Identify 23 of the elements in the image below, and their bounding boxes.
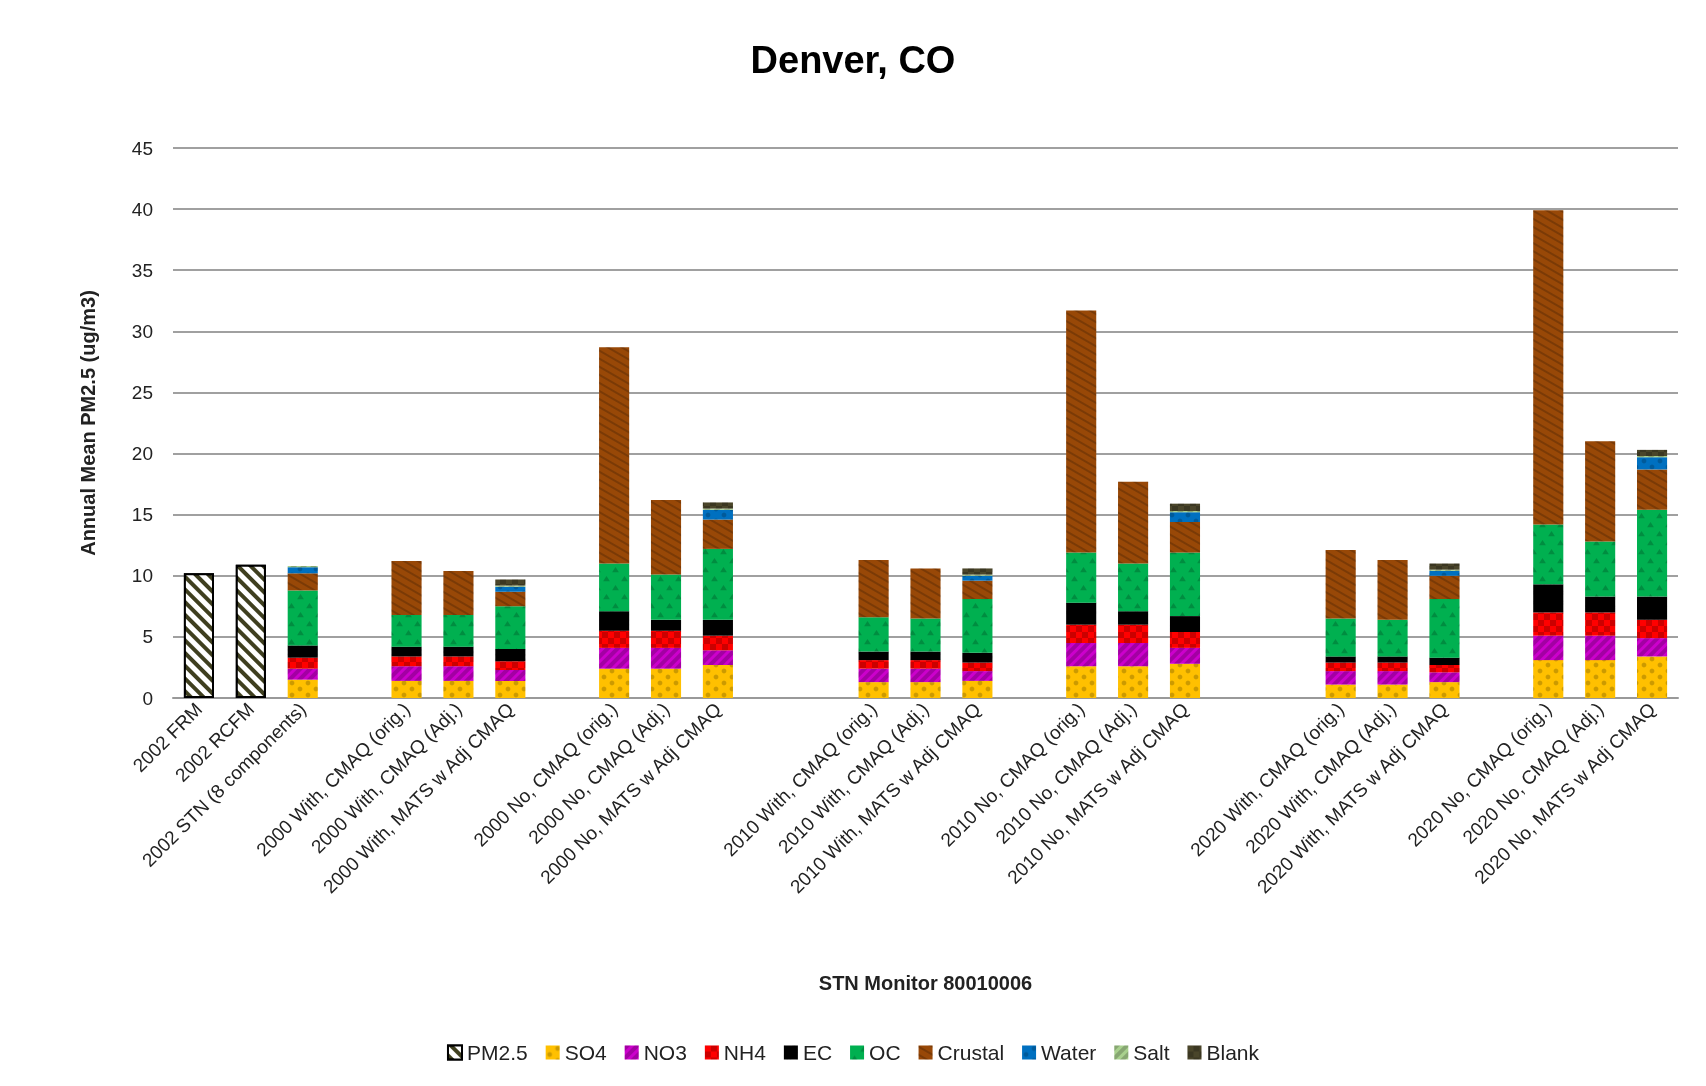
y-tick-label: 20 <box>131 443 153 465</box>
x-axis-title: STN Monitor 80010006 <box>818 972 1033 994</box>
legend-label: Salt <box>1133 1041 1170 1064</box>
legend-label: EC <box>802 1041 833 1064</box>
legend-label: OC <box>869 1041 901 1064</box>
legend-label: Crustal <box>937 1041 1005 1064</box>
y-tick-label: 30 <box>131 320 153 342</box>
y-tick-label: 40 <box>131 198 153 220</box>
legend-label: NH4 <box>723 1041 767 1064</box>
y-tick-label: 10 <box>131 565 153 587</box>
legend-label: NO3 <box>643 1041 687 1064</box>
y-tick-label: 25 <box>131 381 153 403</box>
y-tick-label: 0 <box>142 687 153 709</box>
y-tick-label: 45 <box>131 137 153 159</box>
y-axis-title: Annual Mean PM2.5 (ug/m3) <box>77 290 99 556</box>
y-tick-label: 5 <box>142 626 153 648</box>
legend-label: Water <box>1041 1041 1097 1064</box>
y-tick-label: 35 <box>131 259 153 281</box>
legend-label: SO4 <box>564 1041 608 1064</box>
chart-title: Denver, CO <box>750 39 956 81</box>
legend-label: Blank <box>1206 1041 1260 1064</box>
y-tick-label: 15 <box>131 504 153 526</box>
legend-label: PM2.5 <box>466 1041 528 1064</box>
